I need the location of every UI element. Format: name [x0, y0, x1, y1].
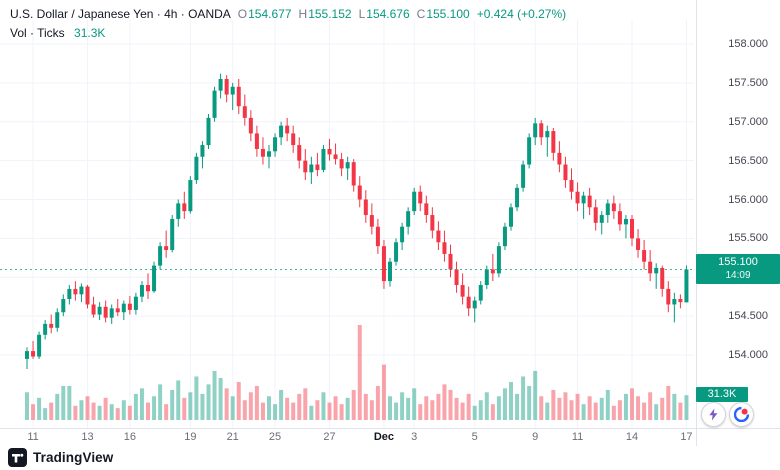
last-price-value: 155.100 — [718, 256, 758, 269]
price-axis-label: 157.500 — [728, 76, 768, 89]
volume-indicator-value: 31.3K — [74, 26, 106, 40]
price-axis[interactable]: 158.000 157.500 157.000 156.500 156.000 155.5… — [697, 0, 780, 446]
time-axis-label: 19 — [184, 431, 197, 443]
lightning-icon — [709, 408, 718, 421]
time-axis-label: 3 — [411, 431, 418, 443]
floating-buttons — [701, 402, 754, 427]
low-value: 154.676 — [366, 7, 410, 21]
legend-volume-row: Vol · Ticks 31.3K — [10, 26, 566, 40]
time-axis-label: 13 — [81, 431, 94, 443]
time-axis[interactable]: 11 13 16 19 21 25 27 Dec 3 5 9 11 14 17 — [0, 431, 780, 447]
price-axis-label: 154.500 — [728, 310, 768, 323]
price-axis-label: 154.000 — [728, 349, 768, 361]
tradingview-logo-text[interactable]: TradingView — [33, 450, 114, 465]
time-axis-label: 25 — [268, 431, 282, 443]
change-value: +0.424 (+0.27%) — [476, 7, 567, 21]
time-axis-label: 14 — [625, 431, 639, 443]
high-value: 155.152 — [308, 7, 352, 21]
open-value: 154.677 — [248, 7, 292, 21]
legend-symbol-row: U.S. Dollar / Japanese Yen · 4h · OANDA … — [10, 7, 566, 21]
time-axis-label: 17 — [680, 431, 693, 443]
price-axis-label: 157.000 — [728, 115, 768, 128]
time-axis-label: Dec — [373, 431, 395, 443]
instant-order-button[interactable] — [701, 402, 726, 427]
high-label: H — [298, 7, 308, 21]
volume-indicator-label[interactable]: Vol · Ticks — [10, 26, 65, 40]
attribution-footer: TradingView — [8, 448, 113, 467]
price-axis-label: 156.000 — [728, 193, 768, 206]
time-axis-label: 11 — [571, 431, 584, 443]
chart-legend: U.S. Dollar / Japanese Yen · 4h · OANDA … — [10, 7, 566, 40]
volume-badge: 31.3K — [696, 387, 748, 402]
time-axis-label: 16 — [123, 431, 136, 443]
close-label: C — [416, 7, 426, 21]
price-axis-label: 158.000 — [728, 38, 768, 50]
time-axis-label: 9 — [532, 431, 539, 443]
close-value: 155.100 — [426, 7, 470, 21]
time-axis-label: 11 — [27, 431, 39, 443]
tradingview-logo-icon[interactable] — [8, 448, 27, 467]
broker-logo-button[interactable] — [729, 402, 754, 427]
time-axis-label: 27 — [323, 431, 336, 443]
broker-logo-icon — [734, 407, 749, 422]
time-axis-label: 21 — [226, 431, 239, 443]
symbol-title[interactable]: U.S. Dollar / Japanese Yen · 4h · OANDA — [10, 7, 231, 21]
low-label: L — [358, 7, 366, 21]
price-axis-label: 156.500 — [728, 154, 768, 167]
bar-countdown: 14:09 — [725, 270, 751, 282]
price-axis-label: 155.500 — [728, 232, 768, 245]
last-price-badge: 155.100 14:09 — [696, 254, 780, 285]
open-label: O — [237, 7, 248, 21]
time-axis-label: 5 — [471, 431, 478, 443]
